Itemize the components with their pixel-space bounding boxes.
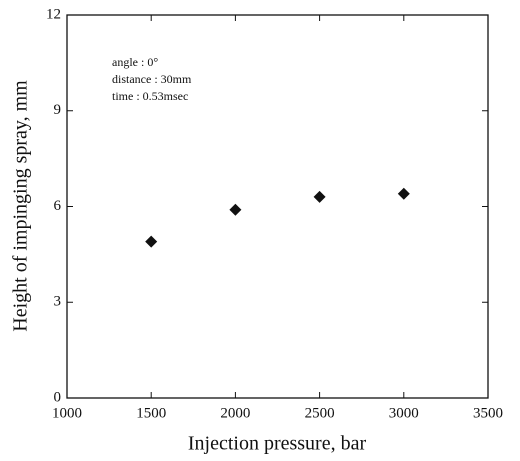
y-tick-label: 9 — [54, 102, 62, 118]
point — [145, 235, 158, 248]
y-tick-label: 0 — [54, 389, 62, 405]
x-tick-label: 3000 — [389, 405, 419, 421]
annotation: time : 0.53msec — [112, 89, 188, 103]
x-tick-label: 2000 — [220, 405, 250, 421]
point — [229, 203, 242, 216]
x-tick-label: 3500 — [473, 405, 503, 421]
y-tick-label: 3 — [54, 294, 62, 310]
x-tick-label: 2500 — [305, 405, 335, 421]
point — [397, 187, 410, 200]
x-axis-label: Injection pressure, bar — [188, 433, 367, 455]
y-tick-label: 6 — [54, 198, 62, 214]
y-axis-label: Height of impinging spray, mm — [10, 80, 32, 332]
y-tick-label: 12 — [46, 6, 61, 22]
annotation: angle : 0° — [112, 55, 158, 69]
x-tick-label: 1000 — [52, 405, 82, 421]
x-tick-label: 1500 — [136, 405, 166, 421]
point — [313, 190, 326, 203]
annotation: distance : 30mm — [112, 72, 192, 86]
